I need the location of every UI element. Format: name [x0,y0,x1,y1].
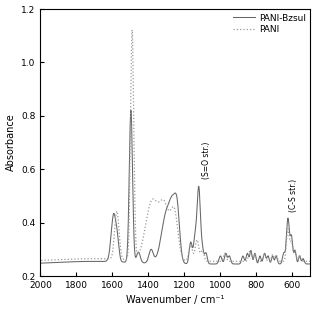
PANI [39,259,42,262]
PANI-Bzsul [129,108,133,112]
PANI-Bzsul [39,261,42,265]
PANI-Bzsul [308,262,312,266]
PANI-Bzsul [193,232,197,236]
PANI [308,259,312,263]
Text: (S=O str.): (S=O str.) [202,141,210,179]
Y-axis label: Absorbance: Absorbance [6,114,15,171]
PANI-Bzsul [180,253,184,257]
PANI [112,235,116,239]
Legend: PANI-Bzsul, PANI: PANI-Bzsul, PANI [231,12,308,36]
Line: PANI-Bzsul: PANI-Bzsul [40,110,310,264]
Text: (C-S str.): (C-S str.) [289,179,298,212]
PANI [195,238,199,242]
PANI-Bzsul [195,208,199,211]
PANI-Bzsul [112,212,116,216]
PANI [60,258,64,262]
PANI [130,28,134,32]
PANI [180,254,184,258]
PANI [47,258,51,262]
PANI-Bzsul [47,261,51,265]
PANI-Bzsul [60,260,64,264]
Line: PANI: PANI [40,30,310,261]
PANI [193,248,197,252]
X-axis label: Wavenumber / cm⁻¹: Wavenumber / cm⁻¹ [126,295,225,305]
